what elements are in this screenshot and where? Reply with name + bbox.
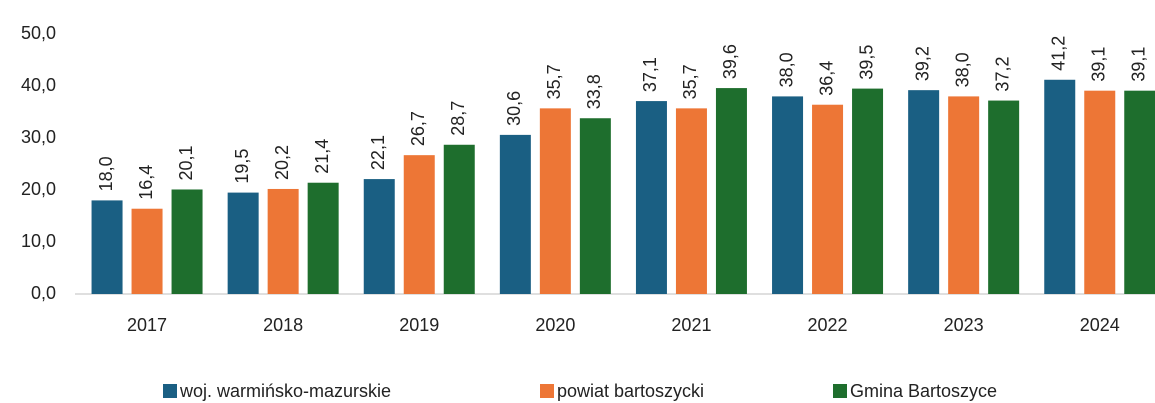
value-label: 37,2 bbox=[992, 57, 1012, 92]
y-tick-label: 40,0 bbox=[21, 75, 56, 95]
legend-label: Gmina Bartoszyce bbox=[850, 381, 997, 401]
bar bbox=[227, 192, 259, 294]
y-tick-label: 50,0 bbox=[21, 23, 56, 43]
value-label: 35,7 bbox=[544, 64, 564, 99]
bar bbox=[499, 134, 531, 294]
bar bbox=[1084, 90, 1116, 295]
value-label: 30,6 bbox=[504, 91, 524, 126]
value-label: 16,4 bbox=[136, 165, 156, 200]
value-label: 18,0 bbox=[96, 156, 116, 191]
bar bbox=[267, 188, 299, 294]
bar bbox=[948, 96, 980, 295]
bar bbox=[363, 179, 395, 294]
bar bbox=[403, 155, 435, 294]
value-label: 39,1 bbox=[1089, 47, 1109, 82]
bar bbox=[91, 200, 123, 294]
y-tick-label: 20,0 bbox=[21, 179, 56, 199]
value-label: 39,2 bbox=[912, 46, 932, 81]
x-tick-label: 2019 bbox=[399, 315, 439, 335]
value-label: 41,2 bbox=[1049, 36, 1069, 71]
value-label: 26,7 bbox=[408, 111, 428, 146]
value-label: 36,4 bbox=[816, 61, 836, 96]
x-tick-label: 2017 bbox=[127, 315, 167, 335]
value-label: 35,7 bbox=[680, 64, 700, 99]
x-tick-label: 2020 bbox=[535, 315, 575, 335]
legend-label: powiat bartoszycki bbox=[557, 381, 704, 401]
y-tick-label: 30,0 bbox=[21, 127, 56, 147]
bar bbox=[579, 118, 611, 295]
bar bbox=[988, 100, 1020, 294]
y-tick-label: 10,0 bbox=[21, 231, 56, 251]
value-label: 20,2 bbox=[272, 145, 292, 180]
bar bbox=[171, 189, 203, 294]
y-tick-label: 0,0 bbox=[31, 283, 56, 303]
value-label: 20,1 bbox=[176, 145, 196, 180]
value-label: 22,1 bbox=[368, 135, 388, 170]
x-tick-label: 2021 bbox=[671, 315, 711, 335]
bar bbox=[131, 208, 163, 294]
bar bbox=[812, 104, 844, 294]
value-label: 19,5 bbox=[232, 149, 252, 184]
value-label: 33,8 bbox=[584, 74, 604, 109]
value-label: 21,4 bbox=[312, 139, 332, 174]
bar bbox=[908, 90, 940, 294]
bar bbox=[715, 88, 747, 294]
value-label: 38,0 bbox=[776, 52, 796, 87]
bar bbox=[675, 108, 707, 294]
bar bbox=[1044, 79, 1076, 294]
value-label: 39,1 bbox=[1129, 47, 1149, 82]
value-label: 39,6 bbox=[720, 44, 740, 79]
legend-swatch bbox=[540, 384, 554, 398]
bar bbox=[635, 101, 667, 294]
legend-swatch bbox=[163, 384, 177, 398]
bar bbox=[307, 182, 339, 294]
value-label: 38,0 bbox=[952, 52, 972, 87]
x-tick-label: 2024 bbox=[1080, 315, 1120, 335]
bar bbox=[852, 88, 884, 294]
bar bbox=[1124, 90, 1155, 295]
value-label: 28,7 bbox=[448, 101, 468, 136]
value-label: 39,5 bbox=[856, 45, 876, 80]
x-tick-label: 2023 bbox=[944, 315, 984, 335]
x-tick-label: 2022 bbox=[808, 315, 848, 335]
legend-label: woj. warmińsko-mazurskie bbox=[179, 381, 391, 401]
value-label: 37,1 bbox=[640, 57, 660, 92]
bar bbox=[443, 144, 475, 294]
bar bbox=[772, 96, 804, 295]
x-tick-label: 2018 bbox=[263, 315, 303, 335]
legend-swatch bbox=[833, 384, 847, 398]
bar bbox=[539, 108, 571, 294]
